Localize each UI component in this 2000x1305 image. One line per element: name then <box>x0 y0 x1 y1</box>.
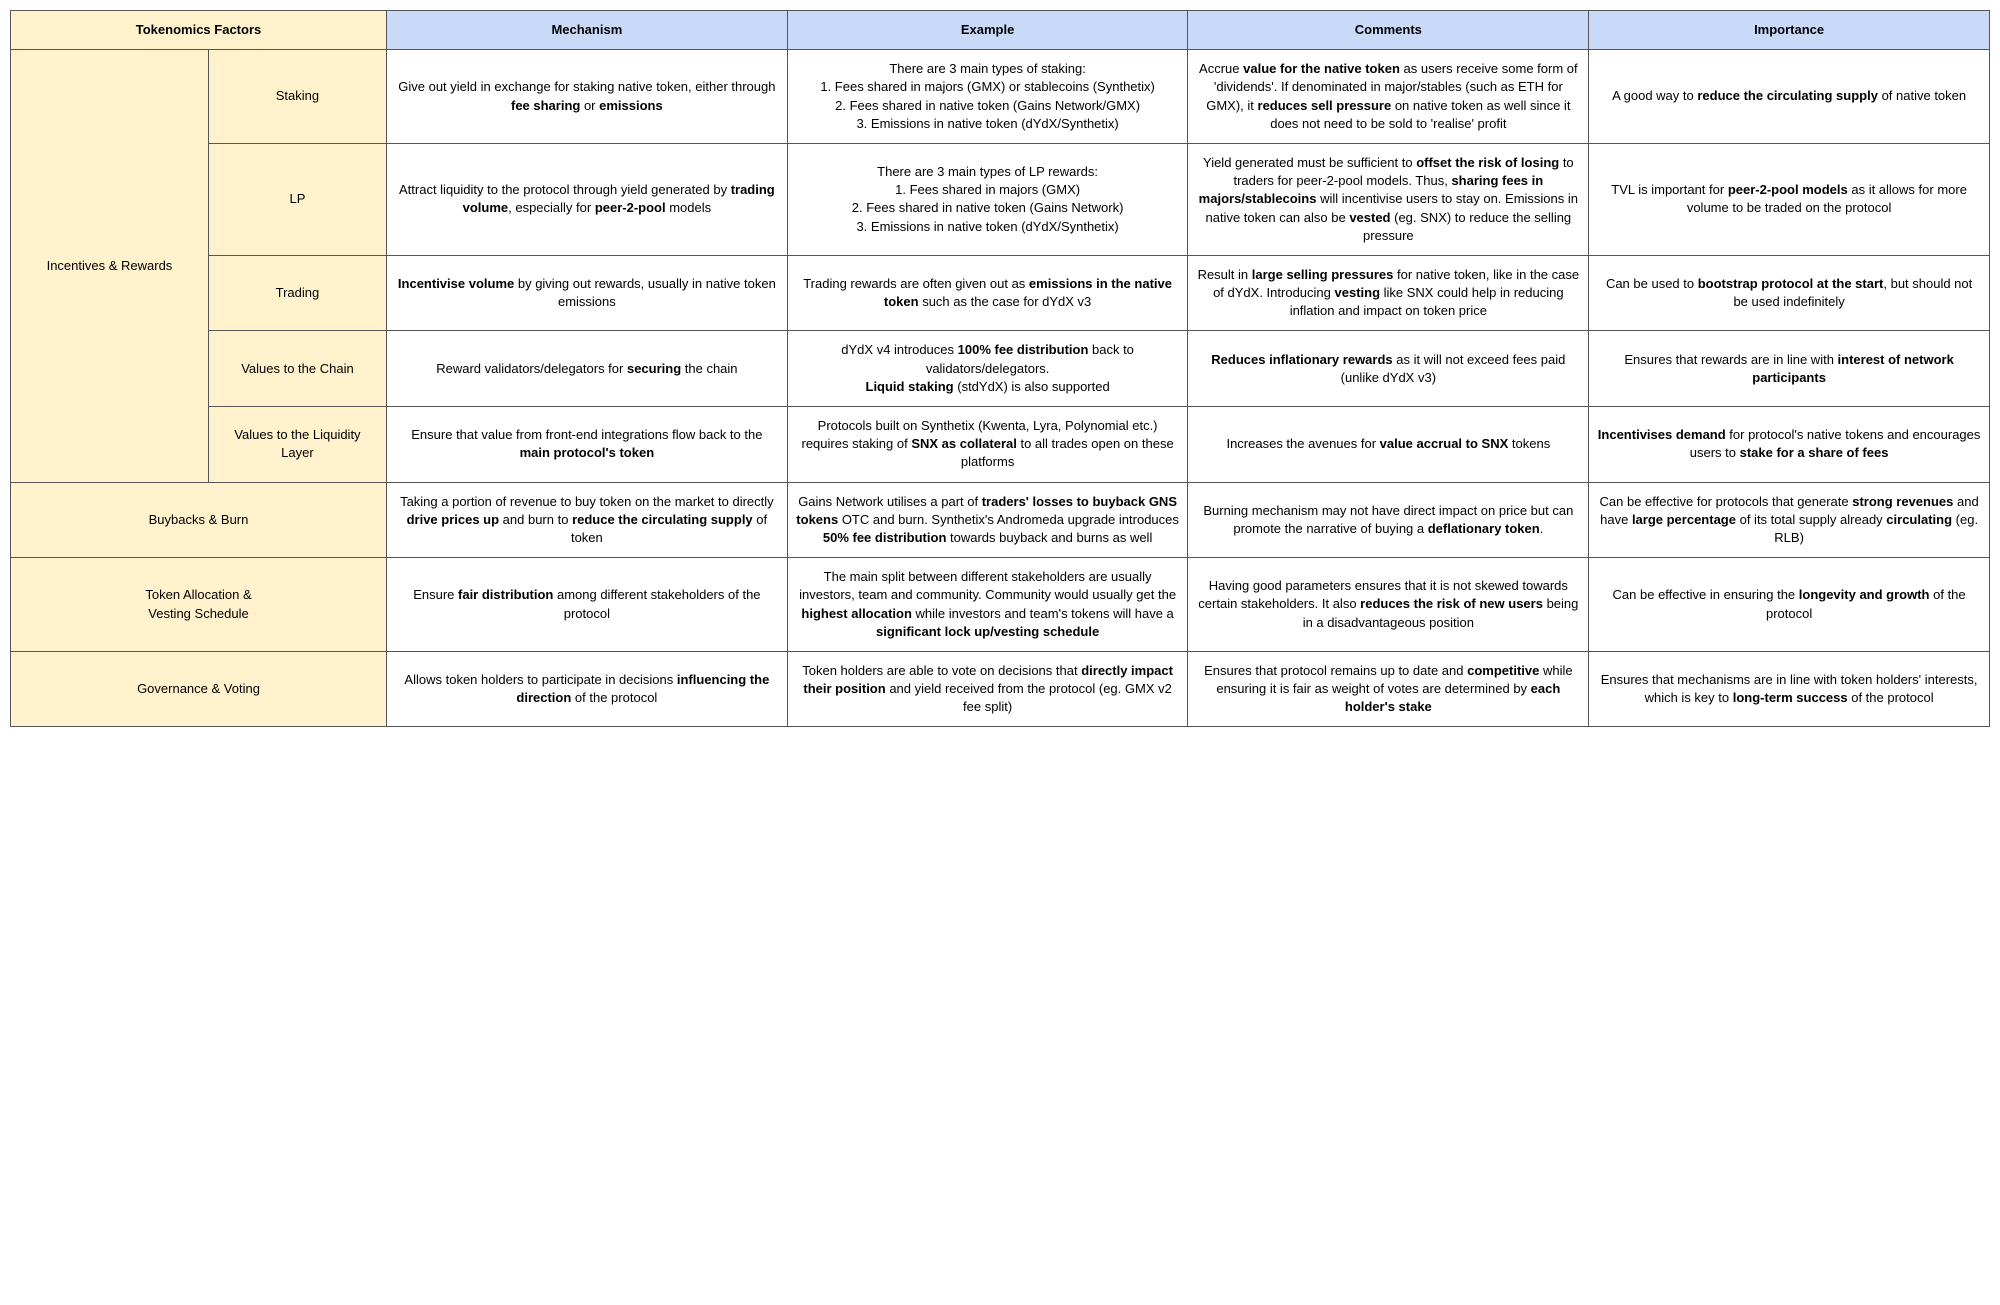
trading-example: Trading rewards are often given out as e… <box>787 255 1188 331</box>
allocation-importance: Can be effective in ensuring the longevi… <box>1589 558 1990 652</box>
chain-importance: Ensures that rewards are in line with in… <box>1589 331 1990 407</box>
buyback-importance: Can be effective for protocols that gene… <box>1589 482 1990 558</box>
label-governance: Governance & Voting <box>11 651 387 727</box>
group-incentives: Incentives & Rewards <box>11 50 209 482</box>
trading-comments: Result in large selling pressures for na… <box>1188 255 1589 331</box>
row-allocation: Token Allocation &Vesting Schedule Ensur… <box>11 558 1990 652</box>
chain-example: dYdX v4 introduces 100% fee distribution… <box>787 331 1188 407</box>
staking-mechanism: Give out yield in exchange for staking n… <box>387 50 788 144</box>
header-importance: Importance <box>1589 11 1990 50</box>
label-chain: Values to the Chain <box>208 331 386 407</box>
label-liquidity: Values to the Liquidity Layer <box>208 407 386 483</box>
allocation-comments: Having good parameters ensures that it i… <box>1188 558 1589 652</box>
label-allocation: Token Allocation &Vesting Schedule <box>11 558 387 652</box>
lp-example: There are 3 main types of LP rewards:1. … <box>787 143 1188 255</box>
governance-mechanism: Allows token holders to participate in d… <box>387 651 788 727</box>
row-buyback: Buybacks & Burn Taking a portion of reve… <box>11 482 1990 558</box>
allocation-mechanism: Ensure fair distribution among different… <box>387 558 788 652</box>
staking-comments: Accrue value for the native token as use… <box>1188 50 1589 144</box>
header-row: Tokenomics Factors Mechanism Example Com… <box>11 11 1990 50</box>
liquidity-importance: Incentivises demand for protocol's nativ… <box>1589 407 1990 483</box>
buyback-example: Gains Network utilises a part of traders… <box>787 482 1188 558</box>
governance-importance: Ensures that mechanisms are in line with… <box>1589 651 1990 727</box>
label-lp: LP <box>208 143 386 255</box>
header-comments: Comments <box>1188 11 1589 50</box>
liquidity-comments: Increases the avenues for value accrual … <box>1188 407 1589 483</box>
allocation-example: The main split between different stakeho… <box>787 558 1188 652</box>
trading-mechanism: Incentivise volume by giving out rewards… <box>387 255 788 331</box>
governance-example: Token holders are able to vote on decisi… <box>787 651 1188 727</box>
buyback-mechanism: Taking a portion of revenue to buy token… <box>387 482 788 558</box>
liquidity-mechanism: Ensure that value from front-end integra… <box>387 407 788 483</box>
row-governance: Governance & Voting Allows token holders… <box>11 651 1990 727</box>
header-mechanism: Mechanism <box>387 11 788 50</box>
row-lp: LP Attract liquidity to the protocol thr… <box>11 143 1990 255</box>
label-staking: Staking <box>208 50 386 144</box>
lp-mechanism: Attract liquidity to the protocol throug… <box>387 143 788 255</box>
trading-importance: Can be used to bootstrap protocol at the… <box>1589 255 1990 331</box>
row-liquidity: Values to the Liquidity Layer Ensure tha… <box>11 407 1990 483</box>
chain-comments: Reduces inflationary rewards as it will … <box>1188 331 1589 407</box>
staking-example: There are 3 main types of staking:1. Fee… <box>787 50 1188 144</box>
row-staking: Incentives & Rewards Staking Give out yi… <box>11 50 1990 144</box>
liquidity-example: Protocols built on Synthetix (Kwenta, Ly… <box>787 407 1188 483</box>
lp-importance: TVL is important for peer-2-pool models … <box>1589 143 1990 255</box>
chain-mechanism: Reward validators/delegators for securin… <box>387 331 788 407</box>
header-factors: Tokenomics Factors <box>11 11 387 50</box>
tokenomics-table: Tokenomics Factors Mechanism Example Com… <box>10 10 1990 727</box>
row-trading: Trading Incentivise volume by giving out… <box>11 255 1990 331</box>
buyback-comments: Burning mechanism may not have direct im… <box>1188 482 1589 558</box>
lp-comments: Yield generated must be sufficient to of… <box>1188 143 1589 255</box>
label-buyback: Buybacks & Burn <box>11 482 387 558</box>
staking-importance: A good way to reduce the circulating sup… <box>1589 50 1990 144</box>
header-example: Example <box>787 11 1188 50</box>
label-trading: Trading <box>208 255 386 331</box>
governance-comments: Ensures that protocol remains up to date… <box>1188 651 1589 727</box>
row-chain: Values to the Chain Reward validators/de… <box>11 331 1990 407</box>
